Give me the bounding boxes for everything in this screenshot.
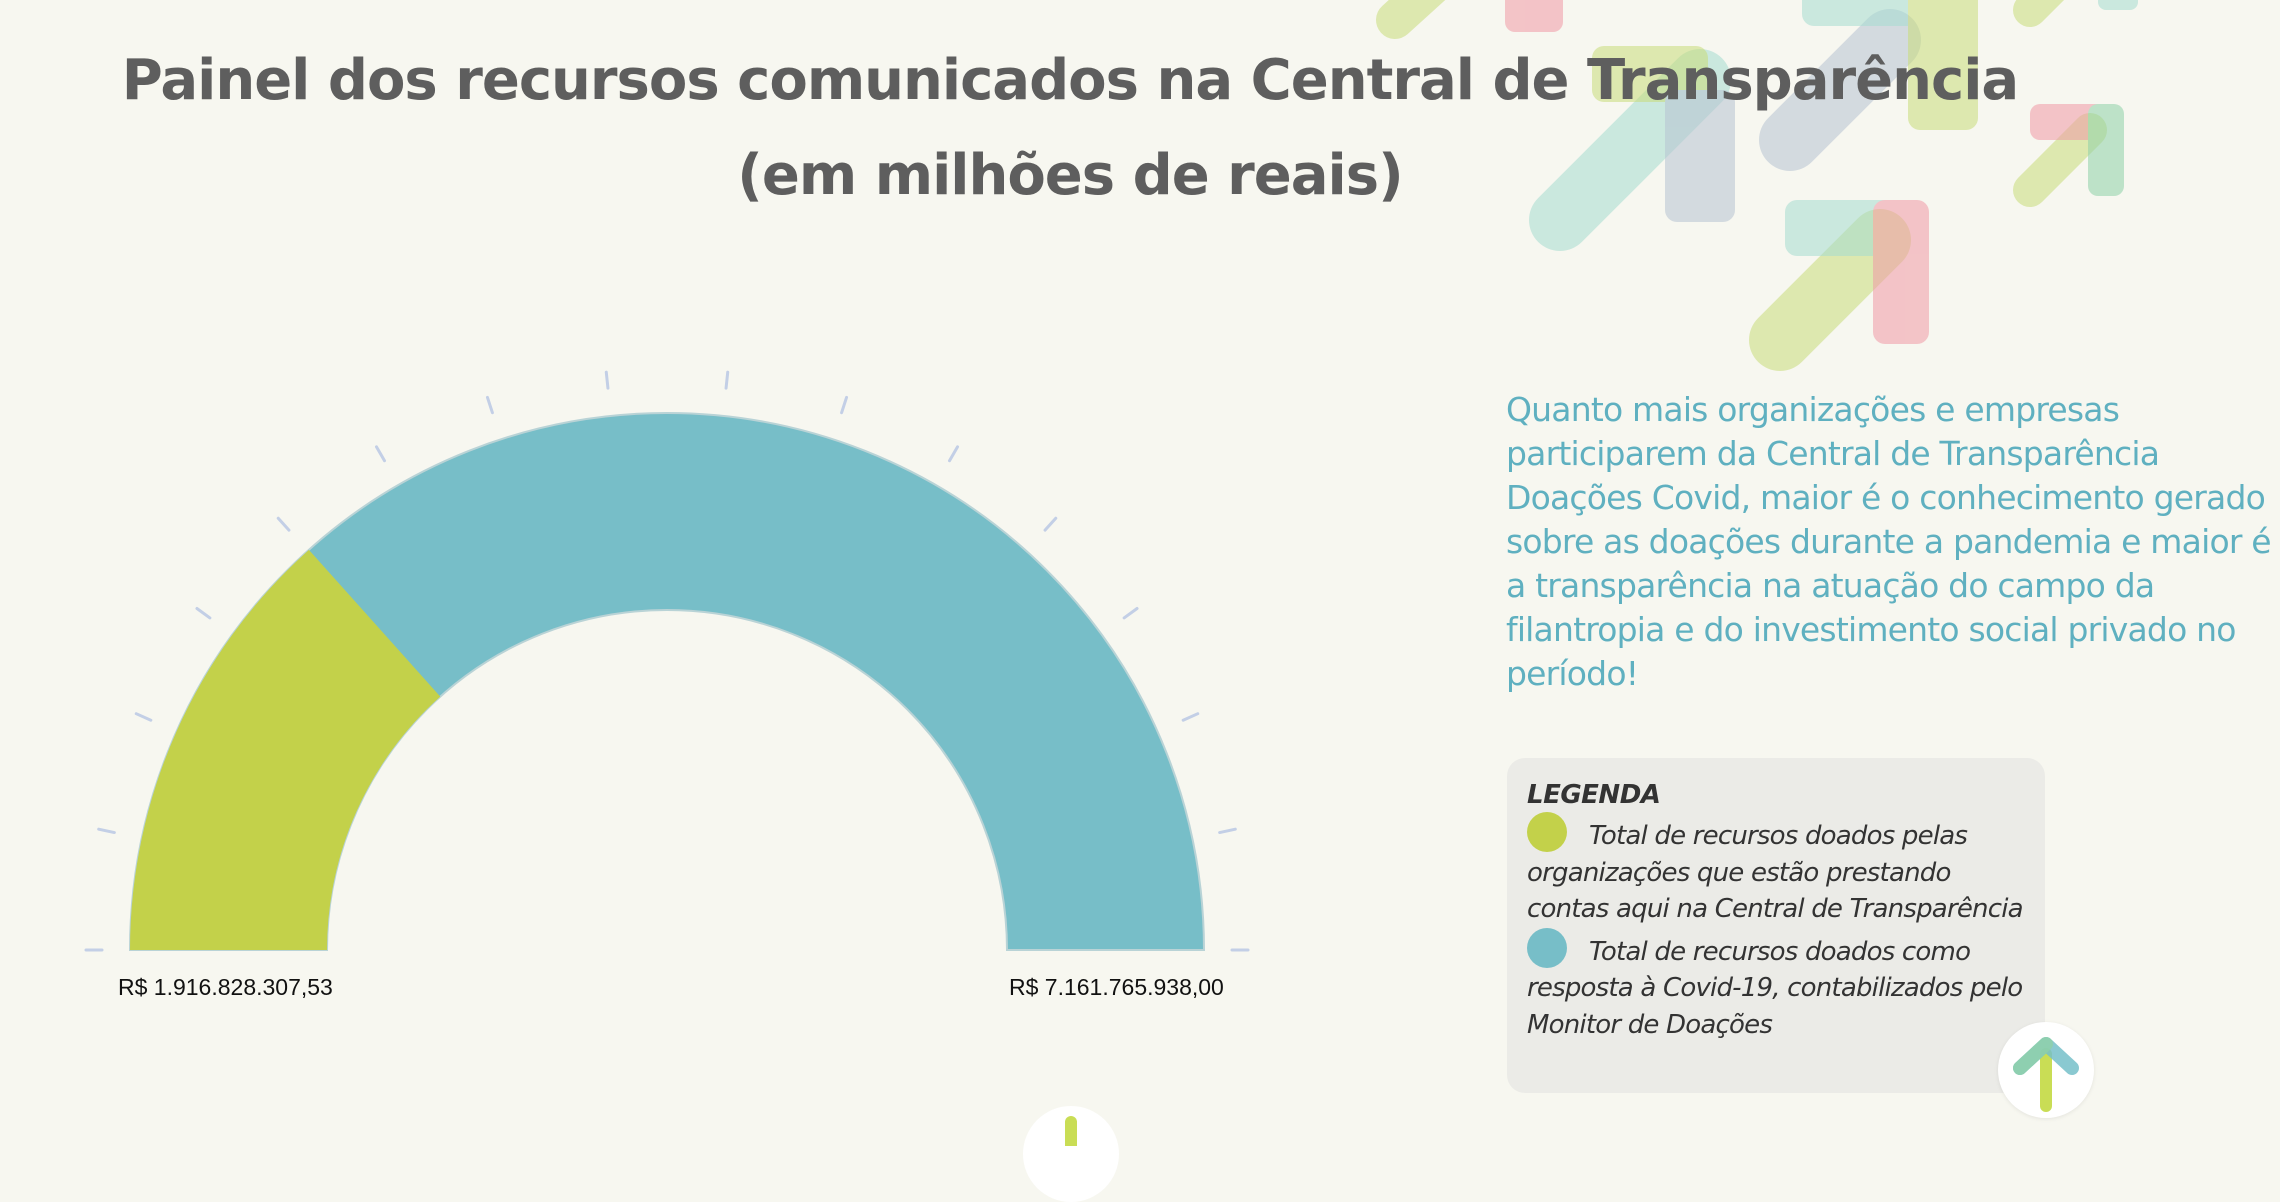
gauge-tick <box>375 445 386 463</box>
legend-dot-green <box>1527 812 1567 852</box>
gauge-arc-total <box>128 412 1206 951</box>
gauge-tick <box>1043 516 1058 532</box>
gauge-chart <box>84 370 1250 952</box>
legend-box: LEGENDA Total de recursos doados pelas o… <box>1507 758 2045 1093</box>
gauge-tick <box>276 516 291 532</box>
gauge-tick <box>604 370 610 390</box>
arrow-up-icon <box>2013 1037 2079 1112</box>
back-to-top-button[interactable] <box>1998 1022 2094 1118</box>
gauge-tick <box>134 712 153 722</box>
gauge-tick <box>1181 712 1200 722</box>
legend-title: LEGENDA <box>1527 780 1661 810</box>
legend-item-text: Total de recursos doados pelas organizaç… <box>1527 821 2024 924</box>
legend-item-monitor: Total de recursos doados como resposta à… <box>1527 927 2025 1044</box>
intro-text: Quanto mais organizações e empresas part… <box>1506 390 2272 693</box>
arrow-down-icon <box>1065 1116 1077 1152</box>
legend-dot-blue <box>1527 927 1567 968</box>
gauge-min-label: R$ 1.916.828.307,53 <box>118 974 333 1000</box>
arrows-decoration-icon <box>1376 0 2138 371</box>
gauge-tick <box>1218 827 1237 835</box>
page-subtitle: (em milhões de reais) <box>737 143 1403 208</box>
legend-item-organizations: Total de recursos doados pelas organizaç… <box>1527 812 2025 928</box>
gauge-tick <box>485 395 494 415</box>
gauge-tick <box>195 606 212 620</box>
legend-item-text: Total de recursos doados como resposta à… <box>1527 936 2023 1040</box>
gauge-tick <box>1122 606 1139 620</box>
gauge-tick <box>948 445 959 463</box>
gauge-tick <box>840 395 849 415</box>
gauge-tick <box>724 370 730 390</box>
page-title: Painel dos recursos comunicados na Centr… <box>121 48 2019 113</box>
gauge-tick <box>97 827 116 835</box>
gauge-max-label: R$ 7.161.765.938,00 <box>1009 974 1224 1000</box>
scroll-down-button[interactable] <box>1023 1106 1119 1202</box>
gauge-arc-value <box>130 549 441 950</box>
